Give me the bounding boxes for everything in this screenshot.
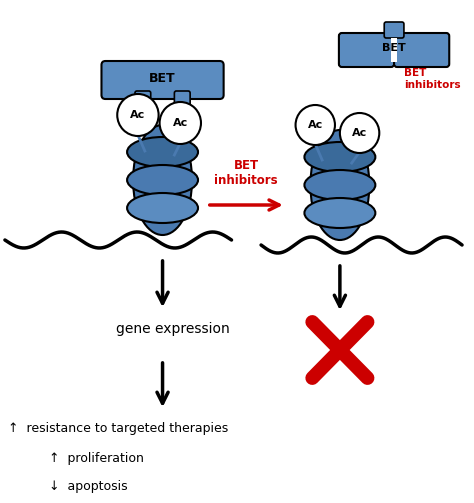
Text: ↓  apoptosis: ↓ apoptosis <box>49 480 128 493</box>
Ellipse shape <box>127 193 198 223</box>
FancyBboxPatch shape <box>339 33 394 67</box>
FancyBboxPatch shape <box>135 91 151 109</box>
Ellipse shape <box>133 125 192 235</box>
Text: BET: BET <box>382 43 406 53</box>
Text: Ac: Ac <box>173 118 188 128</box>
Circle shape <box>296 105 335 145</box>
Ellipse shape <box>304 170 375 200</box>
Bar <box>391 38 397 62</box>
FancyBboxPatch shape <box>394 33 449 67</box>
Circle shape <box>340 113 379 153</box>
Text: BET
inhibitors: BET inhibitors <box>214 159 278 187</box>
Text: Ac: Ac <box>308 120 323 130</box>
FancyBboxPatch shape <box>384 22 404 38</box>
Text: gene expression: gene expression <box>116 322 229 336</box>
Circle shape <box>160 102 201 144</box>
Text: Ac: Ac <box>130 110 146 120</box>
Ellipse shape <box>127 165 198 195</box>
Text: BET
inhibitors: BET inhibitors <box>404 68 461 90</box>
FancyBboxPatch shape <box>174 91 190 109</box>
Text: ↑  proliferation: ↑ proliferation <box>49 452 144 465</box>
Text: Ac: Ac <box>352 128 367 138</box>
Ellipse shape <box>310 130 369 240</box>
Text: ↑  resistance to targeted therapies: ↑ resistance to targeted therapies <box>8 422 228 435</box>
Ellipse shape <box>127 137 198 167</box>
Ellipse shape <box>304 198 375 228</box>
FancyBboxPatch shape <box>101 61 224 99</box>
Circle shape <box>117 94 159 136</box>
Text: BET: BET <box>149 71 176 85</box>
Ellipse shape <box>304 142 375 172</box>
